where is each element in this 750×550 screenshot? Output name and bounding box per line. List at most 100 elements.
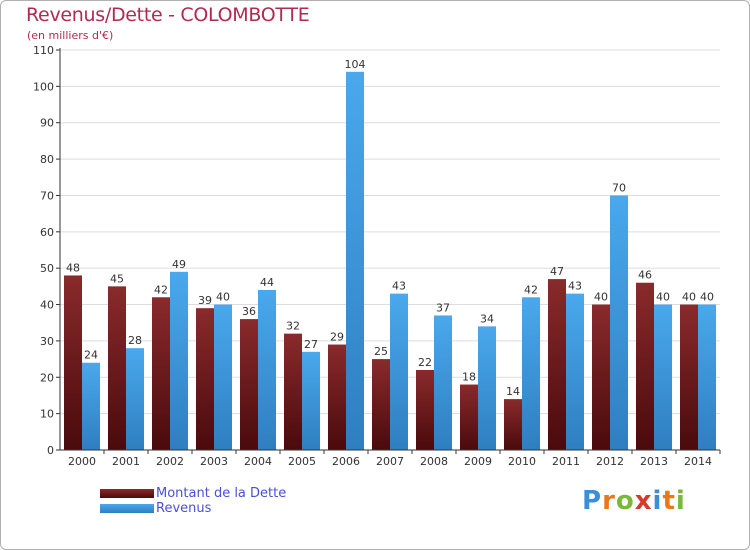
value-label-revenus: 40 — [700, 291, 714, 304]
x-tick-label: 2001 — [112, 455, 140, 468]
x-tick-label: 2008 — [420, 455, 448, 468]
y-tick-label: 60 — [40, 226, 54, 239]
value-label-revenus: 40 — [216, 291, 230, 304]
value-label-dette: 39 — [198, 294, 212, 307]
bar-revenus — [610, 195, 628, 450]
bar-revenus — [698, 304, 716, 450]
value-label-dette: 29 — [330, 331, 344, 344]
bar-dette — [328, 344, 346, 450]
value-label-revenus: 28 — [128, 334, 142, 347]
bar-revenus — [170, 271, 188, 450]
bar-dette — [636, 282, 654, 450]
x-tick-label: 2004 — [244, 455, 272, 468]
y-tick-label: 80 — [40, 153, 54, 166]
x-tick-label: 2003 — [200, 455, 228, 468]
value-label-revenus: 43 — [392, 280, 406, 293]
x-tick-label: 2005 — [288, 455, 316, 468]
x-tick-label: 2002 — [156, 455, 184, 468]
x-tick-label: 2007 — [376, 455, 404, 468]
value-label-revenus: 37 — [436, 301, 450, 314]
logo-letter: r — [602, 486, 616, 516]
chart-subtitle: (en milliers d'€) — [27, 29, 114, 42]
bar-dette — [108, 286, 126, 450]
bar-dette — [680, 304, 698, 450]
value-label-dette: 36 — [242, 305, 256, 318]
bar-dette — [196, 308, 214, 450]
x-tick-label: 2012 — [596, 455, 624, 468]
chart-title: Revenus/Dette - COLOMBOTTE — [26, 4, 310, 26]
logo-letter: i — [652, 486, 663, 516]
bar-revenus — [390, 293, 408, 450]
x-tick-label: 2006 — [332, 455, 360, 468]
value-label-dette: 22 — [418, 356, 432, 369]
x-tick-label: 2011 — [552, 455, 580, 468]
value-label-dette: 32 — [286, 320, 300, 333]
legend-swatch-dette — [100, 489, 154, 498]
bar-dette — [240, 319, 258, 450]
y-tick-label: 30 — [40, 335, 54, 348]
bar-dette — [152, 297, 170, 450]
logo-letter: x — [634, 486, 653, 516]
bar-revenus — [82, 362, 100, 450]
y-tick-label: 0 — [47, 444, 54, 457]
logo-letter: i — [675, 486, 686, 516]
y-tick-label: 110 — [33, 44, 54, 57]
legend-label-revenus: Revenus — [156, 501, 212, 516]
bar-revenus — [346, 71, 364, 451]
value-label-dette: 42 — [154, 283, 168, 296]
y-tick-label: 20 — [40, 371, 54, 384]
value-label-dette: 47 — [550, 265, 564, 278]
x-tick-label: 2000 — [68, 455, 96, 468]
bar-revenus — [302, 351, 320, 450]
value-label-revenus: 34 — [480, 312, 494, 325]
value-label-dette: 40 — [594, 291, 608, 304]
bar-revenus — [566, 293, 584, 450]
value-label-revenus: 44 — [260, 276, 274, 289]
value-label-revenus: 42 — [524, 283, 538, 296]
bar-dette — [416, 370, 434, 450]
bar-revenus — [258, 290, 276, 450]
bar-dette — [592, 304, 610, 450]
bar-revenus — [654, 304, 672, 450]
value-label-revenus: 49 — [172, 258, 186, 271]
value-label-dette: 14 — [506, 385, 520, 398]
proxiti-logo: Proxiti — [582, 486, 686, 516]
axes: 0 10 20 30 40 50 60 70 80 90 100 110 2000 2001 2002 200… — [33, 44, 721, 468]
value-label-revenus: 27 — [304, 338, 318, 351]
value-label-revenus: 40 — [656, 291, 670, 304]
y-tick-label: 10 — [40, 408, 54, 421]
bar-revenus — [214, 304, 232, 450]
x-tick-label: 2013 — [640, 455, 668, 468]
y-tick-label: 90 — [40, 117, 54, 130]
x-tick-label: 2009 — [464, 455, 492, 468]
y-tick-label: 40 — [40, 299, 54, 312]
bar-dette — [372, 359, 390, 450]
bars-group — [64, 71, 716, 451]
legend-swatch-revenus — [100, 504, 154, 513]
y-tick-label: 70 — [40, 189, 54, 202]
y-tick-label: 100 — [33, 80, 54, 93]
value-label-revenus: 24 — [84, 349, 98, 362]
value-label-dette: 25 — [374, 345, 388, 358]
bar-dette — [460, 384, 478, 450]
value-label-revenus: 43 — [568, 280, 582, 293]
value-label-revenus: 104 — [345, 58, 366, 71]
bar-revenus — [126, 348, 144, 450]
value-label-dette: 48 — [66, 261, 80, 274]
x-tick-label: 2010 — [508, 455, 536, 468]
value-label-dette: 18 — [462, 371, 476, 384]
value-label-revenus: 70 — [612, 181, 626, 194]
value-label-dette: 40 — [682, 291, 696, 304]
bar-revenus — [478, 326, 496, 450]
value-label-dette: 46 — [638, 269, 652, 282]
value-label-dette: 45 — [110, 272, 124, 285]
logo-letter: o — [615, 486, 635, 516]
bar-dette — [548, 279, 566, 450]
value-labels: 48 24 45 28 42 49 39 40 36 44 32 27 29 104 25 43 22 37 18 3… — [66, 58, 714, 398]
logo-letter: P — [582, 486, 603, 516]
logo-letter: t — [662, 486, 676, 516]
bar-dette — [504, 399, 522, 450]
legend-label-dette: Montant de la Dette — [156, 486, 287, 501]
x-tick-label: 2014 — [684, 455, 712, 468]
